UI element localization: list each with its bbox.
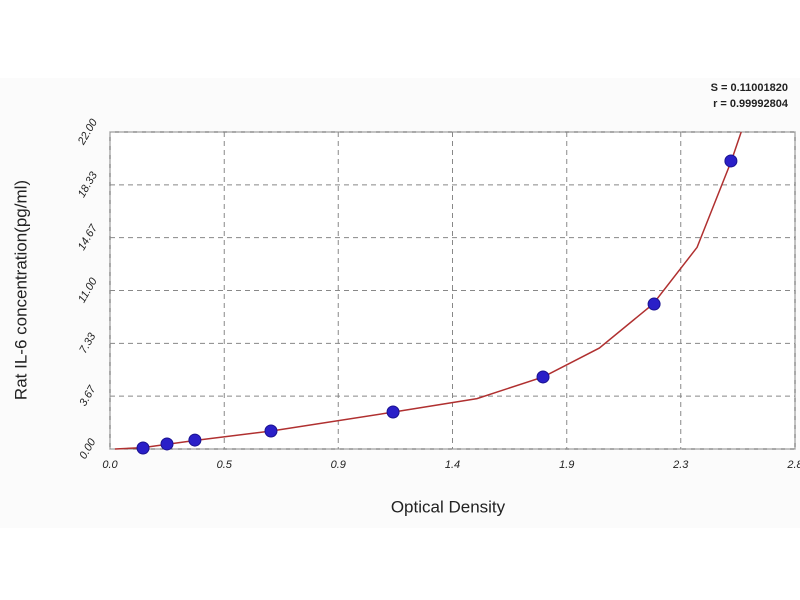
- data-point: [136, 441, 150, 455]
- x-tick-label: 0.9: [331, 459, 346, 471]
- data-point: [264, 424, 278, 438]
- x-tick-label: 1.9: [559, 459, 574, 471]
- annotation: S = 0.11001820: [711, 82, 788, 94]
- y-axis-title: Rat IL-6 concentration(pg/ml): [11, 180, 30, 400]
- data-point: [724, 154, 738, 168]
- x-tick-label: 0.0: [102, 459, 118, 471]
- x-tick-label: 1.4: [445, 459, 460, 471]
- x-tick-label: 2.8: [786, 459, 800, 471]
- x-tick-label: 2.3: [672, 459, 689, 471]
- x-axis-title: Optical Density: [391, 497, 506, 516]
- data-point: [386, 405, 400, 419]
- data-point: [647, 297, 661, 311]
- annotation: r = 0.99992804: [713, 98, 789, 110]
- data-point: [188, 433, 202, 447]
- fit-curve: [114, 131, 742, 450]
- data-point: [536, 370, 550, 384]
- x-tick-label: 0.5: [217, 459, 233, 471]
- data-point: [160, 437, 174, 451]
